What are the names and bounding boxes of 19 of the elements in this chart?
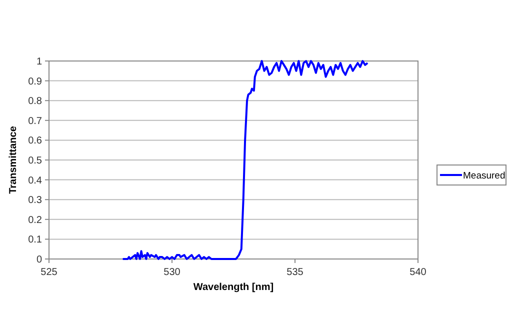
x-axis-title: Wavelength [nm] — [193, 282, 274, 293]
y-tick-label: 0.3 — [28, 195, 42, 206]
y-tick-label: 0 — [36, 254, 42, 266]
y-axis-title: Transmittance — [8, 126, 19, 194]
y-tick-label: 0.1 — [28, 234, 42, 246]
x-tick-label: 525 — [40, 267, 58, 278]
x-tick-label: 530 — [164, 267, 181, 278]
y-tick-label: 0.7 — [28, 116, 42, 127]
y-tick-label: 0.9 — [28, 76, 42, 88]
legend-label: Measured — [463, 170, 506, 182]
y-tick-label: 1 — [36, 56, 42, 68]
y-tick-label: 0.8 — [28, 96, 42, 108]
y-tick-label: 0.5 — [28, 156, 42, 166]
x-tick-label: 540 — [410, 267, 427, 278]
y-tick-label: 0.2 — [28, 214, 42, 226]
x-tick-label: 535 — [286, 267, 304, 278]
line-series — [122, 60, 369, 260]
y-tick-label: 0.6 — [28, 136, 42, 147]
y-tick-label: 0.4 — [28, 175, 42, 186]
